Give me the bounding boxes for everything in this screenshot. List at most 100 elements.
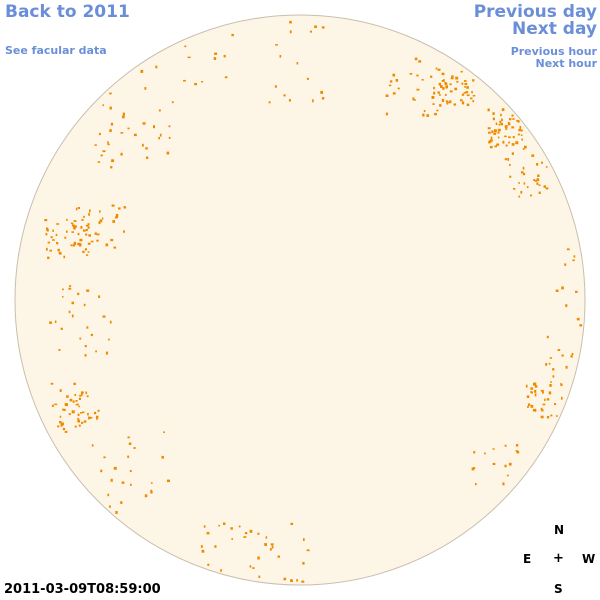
facula-mark <box>54 403 58 406</box>
facula-mark <box>492 462 496 465</box>
facula-mark <box>110 122 114 126</box>
facula-mark <box>46 227 49 230</box>
facula-mark <box>518 129 521 132</box>
facula-mark <box>561 286 564 290</box>
facula-mark <box>214 52 218 55</box>
facula-mark <box>201 81 204 83</box>
facula-mark <box>113 246 117 249</box>
next-hour-link[interactable]: Next hour <box>535 57 598 70</box>
facula-mark <box>301 580 305 583</box>
facula-mark <box>538 184 541 186</box>
facula-mark <box>546 335 549 339</box>
facula-mark <box>77 242 81 246</box>
facula-mark <box>518 182 520 184</box>
facula-mark <box>392 92 396 95</box>
facula-mark <box>570 355 573 358</box>
see-facular-data-link[interactable]: See facular data <box>5 44 107 57</box>
facula-mark <box>515 141 519 145</box>
facula-mark <box>206 531 210 535</box>
facula-mark <box>397 87 400 90</box>
facula-mark <box>466 86 469 89</box>
facula-mark <box>461 93 465 96</box>
facula-mark <box>80 226 83 229</box>
facula-mark <box>77 232 80 236</box>
facula-mark <box>123 206 127 209</box>
facula-mark <box>488 131 491 134</box>
facula-mark <box>530 387 534 390</box>
facula-mark <box>526 186 529 189</box>
facula-mark <box>556 415 558 417</box>
facula-mark <box>97 409 100 412</box>
facula-mark <box>123 230 125 233</box>
facula-mark <box>438 82 441 86</box>
facula-mark <box>555 289 559 292</box>
facula-mark <box>72 244 75 247</box>
facula-mark <box>494 145 497 148</box>
back-to-year-link[interactable]: Back to 2011 <box>5 2 130 22</box>
facula-mark <box>220 569 222 572</box>
facula-mark <box>534 393 537 397</box>
facula-mark <box>98 132 101 136</box>
facula-mark <box>511 114 514 117</box>
facula-mark <box>409 73 413 75</box>
facula-mark <box>320 90 324 94</box>
solar-disk <box>14 14 586 586</box>
previous-day-link[interactable]: Previous day <box>473 2 597 22</box>
facula-mark <box>392 73 396 77</box>
facula-mark <box>572 259 575 262</box>
facula-mark <box>489 145 493 149</box>
facula-mark <box>77 403 79 406</box>
next-day-link[interactable]: Next day <box>512 19 597 39</box>
facula-mark <box>501 118 503 122</box>
facula-mark <box>463 92 467 94</box>
facula-mark <box>75 400 78 402</box>
facula-mark <box>288 99 291 102</box>
facula-mark <box>142 143 144 147</box>
facula-mark <box>439 104 442 107</box>
facula-mark <box>201 549 205 553</box>
facula-mark <box>79 243 82 247</box>
facula-mark <box>511 126 515 129</box>
facula-mark <box>58 349 61 351</box>
facula-mark <box>491 130 494 134</box>
facula-mark <box>511 152 514 155</box>
facula-mark <box>512 136 515 139</box>
facula-mark <box>60 424 63 427</box>
facula-mark <box>230 527 233 530</box>
facula-mark <box>309 30 312 33</box>
facula-mark <box>548 362 551 365</box>
facula-mark <box>471 467 475 471</box>
facula-mark <box>519 128 522 130</box>
facula-mark <box>64 236 67 239</box>
facular-points <box>44 20 583 583</box>
facula-mark <box>437 91 440 94</box>
facula-mark <box>264 543 267 545</box>
facula-mark <box>426 114 430 117</box>
facula-mark <box>94 411 97 415</box>
facula-mark <box>77 417 80 420</box>
facula-mark <box>114 216 118 219</box>
facula-mark <box>504 158 508 161</box>
facula-mark <box>105 351 108 355</box>
facula-mark <box>120 152 123 156</box>
facula-mark <box>65 403 68 407</box>
facula-mark <box>565 304 568 308</box>
facula-mark <box>516 450 520 454</box>
facula-mark <box>86 254 89 256</box>
facula-mark <box>109 320 112 324</box>
facula-mark <box>73 226 76 229</box>
facula-mark <box>62 296 64 298</box>
facula-mark <box>63 255 66 259</box>
facula-mark <box>163 431 165 433</box>
facula-mark <box>534 385 538 388</box>
facula-mark <box>269 548 272 551</box>
facula-mark <box>274 85 277 88</box>
facula-mark <box>534 408 537 412</box>
facula-mark <box>445 100 449 103</box>
facula-mark <box>422 113 425 117</box>
facula-mark <box>460 99 463 102</box>
facula-mark <box>484 452 486 455</box>
previous-hour-link[interactable]: Previous hour <box>510 45 597 58</box>
facula-mark <box>435 67 438 70</box>
facula-mark <box>249 529 253 533</box>
